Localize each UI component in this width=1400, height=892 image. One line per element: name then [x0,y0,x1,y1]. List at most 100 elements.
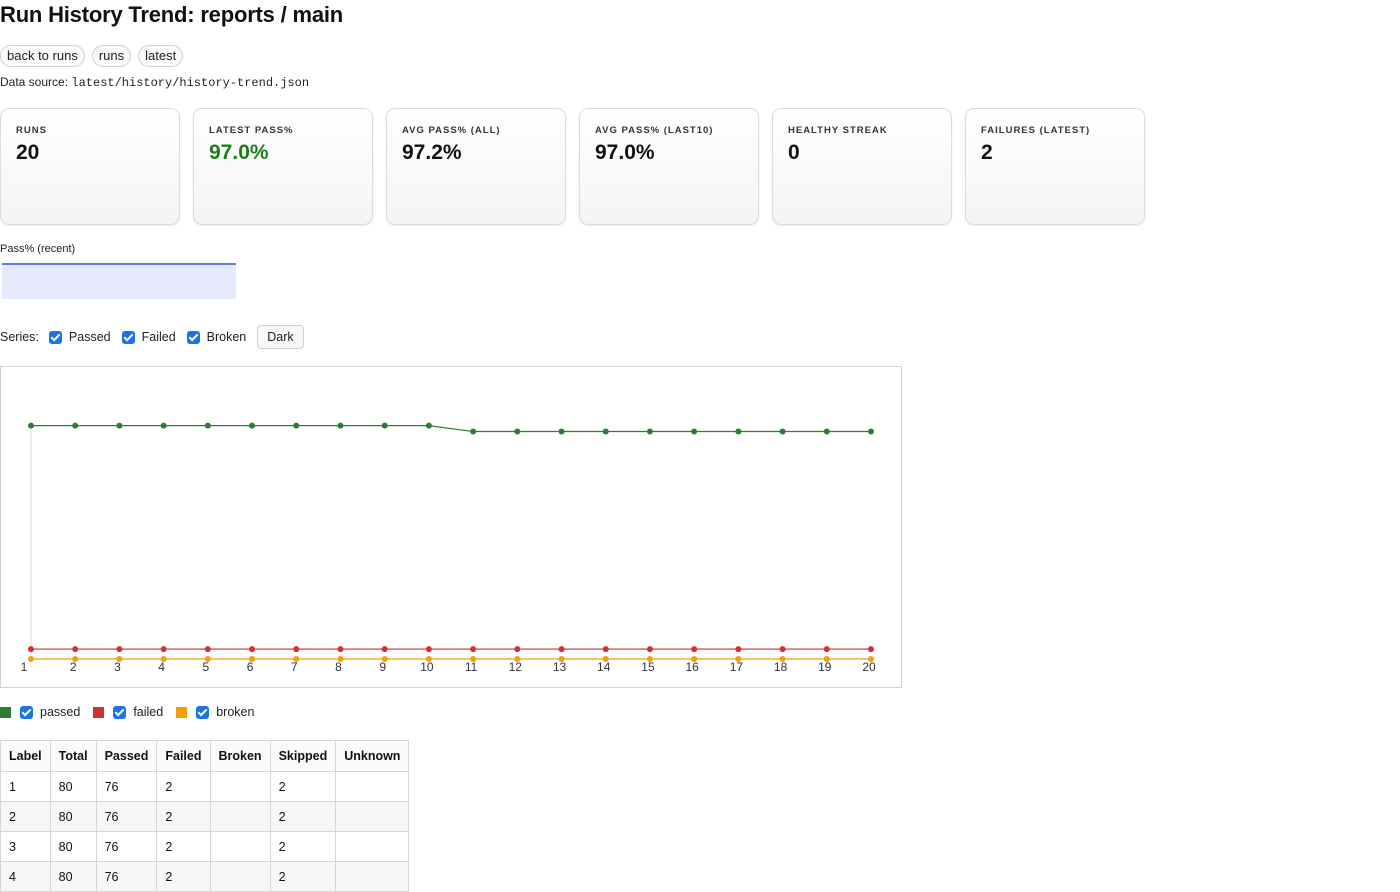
latest-link[interactable]: latest [138,45,184,67]
trend-chart: 1 2 3 4 5 6 7 8 9 10 11 12 13 14 15 16 17 18 19 20 [0,366,902,688]
cell-skipped: 2 [269,861,337,892]
point-failed-18 [779,646,786,653]
cell-passed: 76 [95,861,158,892]
card-label: AVG PASS% (ALL) [402,125,501,136]
point-failed-15 [646,646,653,653]
failed-checkbox[interactable] [121,330,135,344]
cell-failed: 2 [156,801,211,832]
point-passed-12 [514,428,521,435]
point-failed-7 [293,646,300,653]
point-failed-14 [602,646,609,653]
nav-links: back to runs runs latest [0,45,184,67]
point-passed-9 [381,422,388,429]
point-broken-15 [646,656,653,662]
legend-broken-checkbox[interactable] [196,705,210,719]
legend-failed-checkbox[interactable] [113,705,127,719]
cell-failed: 2 [156,861,211,892]
series-toggle-broken[interactable]: Broken [186,330,246,344]
point-passed-17 [735,428,742,435]
cell-label: 3 [0,831,51,862]
card-value: 2 [981,141,993,164]
cell-unknown [335,771,410,802]
point-passed-1 [28,422,34,429]
card-avg-pass-last10: AVG PASS% (LAST10) 97.0% [579,108,759,225]
point-failed-13 [558,646,565,653]
point-failed-12 [514,646,521,653]
point-failed-1 [28,646,34,653]
back-to-runs-link[interactable]: back to runs [0,45,85,67]
point-broken-20 [868,656,874,662]
card-failures-latest: FAILURES (LATEST) 2 [965,108,1145,225]
point-broken-8 [337,656,344,662]
legend-broken-label: broken [216,705,255,719]
cell-total: 80 [49,801,97,832]
x-tick-label: 20 [862,660,876,674]
cell-total: 80 [49,771,97,802]
cell-label: 1 [0,771,51,802]
x-tick-label: 17 [730,660,744,674]
dark-mode-button[interactable]: Dark [257,325,304,349]
legend-passed-checkbox[interactable] [20,705,33,719]
legend-passed[interactable]: passed [0,705,80,719]
point-passed-8 [337,422,344,429]
x-tick-label: 18 [774,660,788,674]
broken-checkbox[interactable] [186,330,200,344]
col-total: Total [49,740,97,772]
data-source-path: latest/history/history-trend.json [71,76,310,90]
chart-legend: passed failed broken [0,705,267,719]
x-tick-label: 10 [420,660,434,674]
point-passed-10 [425,422,432,429]
passed-checkbox[interactable] [48,330,62,344]
point-broken-7 [293,656,300,662]
col-broken: Broken [209,740,271,772]
runs-link[interactable]: runs [91,45,132,67]
passed-swatch [0,706,11,718]
cell-broken [209,861,271,892]
point-failed-3 [116,646,123,653]
failed-swatch [93,706,105,718]
series-toggle-passed[interactable]: Passed [48,330,111,344]
x-tick-label: 19 [818,660,832,674]
x-tick-label: 5 [202,660,209,674]
point-passed-4 [160,422,167,429]
legend-failed[interactable]: failed [93,705,163,719]
series-toggle-failed[interactable]: Failed [121,330,176,344]
trend-chart-svg: 1 2 3 4 5 6 7 8 9 10 11 12 13 14 15 16 17 18 19 20 [21,422,876,674]
col-label: Label [0,740,51,772]
table-row: 4 80 76 2 2 [0,861,410,892]
cell-skipped: 2 [269,801,337,832]
cell-skipped: 2 [269,771,337,802]
cell-total: 80 [49,831,97,862]
point-passed-13 [558,428,565,435]
point-passed-3 [116,422,123,429]
point-failed-17 [735,646,742,653]
card-latest-pass: LATEST PASS% 97.0% [193,108,373,225]
history-table: Label Total Passed Failed Broken Skipped… [0,740,410,892]
x-tick-label: 8 [335,660,342,674]
point-passed-14 [602,428,609,435]
cell-total: 80 [49,861,97,892]
x-tick-label: 3 [114,660,121,674]
point-passed-11 [470,428,477,435]
legend-broken[interactable]: broken [176,705,254,719]
point-failed-19 [823,646,830,653]
point-broken-14 [602,656,609,662]
x-tick-label: 9 [379,660,386,674]
x-tick-label: 12 [509,660,523,674]
x-tick-label: 2 [70,660,77,674]
card-value: 97.2% [402,141,462,164]
point-passed-2 [72,422,79,429]
sparkline-label: Pass% (recent) [0,243,76,255]
point-passed-5 [204,422,211,429]
card-value: 97.0% [595,141,655,164]
point-passed-20 [868,428,874,435]
cell-passed: 76 [95,831,158,862]
cell-label: 2 [0,801,51,832]
series-line-passed [31,424,871,433]
cell-passed: 76 [95,801,158,832]
point-broken-2 [72,656,79,662]
point-failed-2 [72,646,79,653]
point-passed-15 [646,428,653,435]
cell-skipped: 2 [269,831,337,862]
card-value: 97.0% [209,141,269,164]
